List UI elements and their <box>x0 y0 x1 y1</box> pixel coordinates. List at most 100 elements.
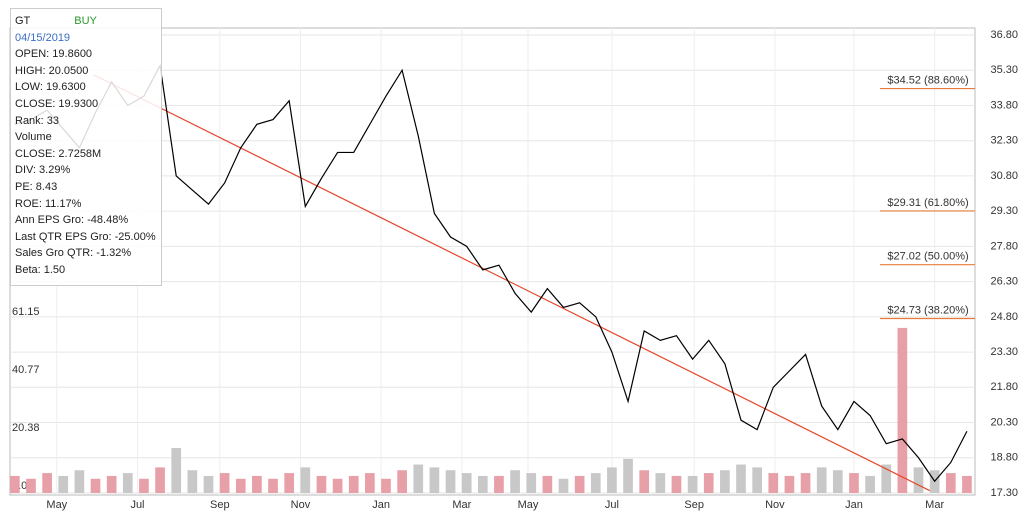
symbol: GT <box>15 15 31 27</box>
y-tick-label: 32.30 <box>990 135 1018 147</box>
x-tick-label: Jul <box>130 499 144 511</box>
volume-bar <box>897 327 908 493</box>
y-tick-label: 18.80 <box>990 452 1018 464</box>
volume-bar <box>155 467 165 493</box>
volume-bar <box>10 475 20 493</box>
fib-label: $27.02 (50.00%) <box>887 251 968 263</box>
volume-bar <box>736 464 746 493</box>
volume-bar <box>477 475 488 493</box>
volume-bar <box>445 470 456 493</box>
volume-bar <box>881 464 892 493</box>
volume-bar <box>348 475 359 493</box>
volume-bar <box>316 475 327 493</box>
volume-bar <box>203 475 214 493</box>
volume-bar <box>526 473 537 493</box>
volume-bar <box>284 473 295 493</box>
x-tick-label: Sep <box>210 499 230 511</box>
volume-bar <box>913 467 924 493</box>
volume-bar <box>461 473 472 493</box>
x-tick-label: Nov <box>291 499 311 511</box>
volume-bar <box>429 467 440 493</box>
y-tick-label: 33.80 <box>990 99 1018 111</box>
x-tick-label: Jan <box>372 499 390 511</box>
y-tick-label: 36.80 <box>990 29 1018 41</box>
date: 04/15/2019 <box>15 31 71 44</box>
info-line: PE: 8.43 <box>15 180 58 193</box>
info-head: GT BUY <box>15 13 161 30</box>
fib-label: $24.73 (38.20%) <box>887 304 968 316</box>
fib-label: $29.31 (61.80%) <box>887 197 968 209</box>
y-tick-label: 24.80 <box>990 311 1018 323</box>
volume-bar <box>639 470 650 493</box>
info-line: Sales Gro QTR: -1.32% <box>15 247 132 260</box>
info-line: ROE: 11.17% <box>15 197 82 210</box>
fib-label: $34.52 (88.60%) <box>887 74 968 86</box>
volume-bar <box>832 470 843 493</box>
x-tick-label: Mar <box>925 499 944 511</box>
volume-bar <box>590 473 601 493</box>
volume-bar <box>510 470 520 493</box>
info-line: CLOSE: 2.7258M <box>15 147 102 160</box>
volume-bar <box>235 478 246 493</box>
volume-bar <box>171 448 182 493</box>
volume-bar <box>381 478 391 493</box>
volume-bar <box>90 478 101 493</box>
y-tick-label: 30.80 <box>990 170 1018 182</box>
volume-bar <box>623 458 633 493</box>
signal: BUY <box>74 15 97 27</box>
info-line: LOW: 19.6300 <box>15 81 86 94</box>
volume-bar <box>607 467 617 493</box>
volume-bar <box>703 473 714 493</box>
info-line: Last QTR EPS Gro: -25.00% <box>15 230 156 243</box>
info-line: HIGH: 20.0500 <box>15 64 89 77</box>
volume-bar <box>671 475 682 493</box>
x-tick-label: Mar <box>452 499 471 511</box>
x-tick-label: Jan <box>845 499 863 511</box>
volume-bar <box>58 475 69 493</box>
volume-bar <box>945 473 956 493</box>
volume-bar <box>26 478 36 493</box>
y-tick-label: 20.30 <box>990 416 1018 428</box>
volume-bar <box>720 470 730 493</box>
volume-bar <box>139 478 149 493</box>
volume-bar <box>219 473 230 493</box>
info-line: OPEN: 19.8600 <box>15 48 93 61</box>
volume-bar <box>397 470 407 493</box>
x-tick-label: Nov <box>765 499 785 511</box>
volume-bar <box>365 473 375 493</box>
y-tick-label: 23.30 <box>990 346 1018 358</box>
volume-bar <box>816 467 827 493</box>
volume-bar <box>494 475 504 493</box>
volume-bar <box>122 473 133 493</box>
volume-bar <box>800 473 811 493</box>
y-tick-label: 27.80 <box>990 240 1018 252</box>
info-line: Ann EPS Gro: -48.48% <box>15 214 129 227</box>
x-tick-label: Sep <box>684 499 704 511</box>
volume-bar <box>655 473 666 493</box>
volume-bar <box>752 467 762 493</box>
volume-bar <box>332 478 343 493</box>
x-tick-label: Jul <box>605 499 619 511</box>
volume-bar <box>268 478 278 493</box>
volume-bar <box>768 473 779 493</box>
volume-bar <box>252 475 262 493</box>
y-tick-label: 17.30 <box>990 487 1018 499</box>
volume-bar <box>849 473 859 493</box>
y2-tick-label: 20.38 <box>12 422 40 434</box>
trendline <box>93 74 931 492</box>
info-line: DIV: 3.29% <box>15 164 71 177</box>
volume-bar <box>413 464 424 493</box>
info-list: OPEN: 19.8600 HIGH: 20.0500 LOW: 19.6300 CL… <box>15 46 161 278</box>
x-tick-label: May <box>46 499 67 511</box>
info-line: Volume <box>15 131 52 144</box>
y2-tick-label: 61.15 <box>12 306 40 318</box>
volume-bar <box>687 475 698 493</box>
price-line <box>14 63 968 483</box>
x-tick-label: May <box>518 499 539 511</box>
info-line: Rank: 33 <box>15 114 60 127</box>
volume-bar <box>42 473 52 493</box>
volume-bar <box>106 475 117 493</box>
y-tick-label: 21.80 <box>990 381 1018 393</box>
volume-bar <box>187 470 198 493</box>
